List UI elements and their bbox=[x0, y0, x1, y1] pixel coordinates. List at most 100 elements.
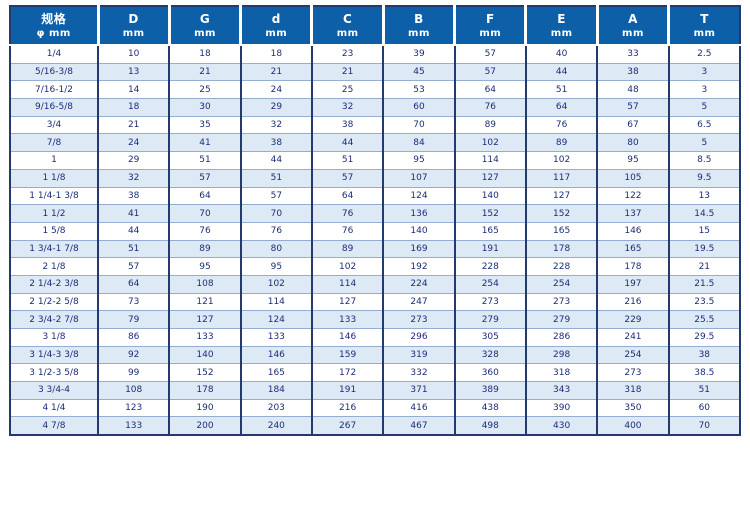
value-cell-C: 32 bbox=[310, 98, 384, 117]
value-cell-A: 400 bbox=[596, 416, 669, 436]
value-cell-D: 10 bbox=[96, 45, 170, 64]
col-header-d: d mm bbox=[239, 6, 312, 46]
value-cell-B: 95 bbox=[382, 151, 455, 170]
table-row: 1/4 10 18 18 23 39 57 40 33 2.5 bbox=[10, 45, 740, 64]
spec-cell: 1 5/8 bbox=[10, 221, 98, 241]
value-cell-A: 178 bbox=[596, 257, 669, 276]
value-cell-E: 178 bbox=[524, 239, 598, 258]
value-cell-G: 18 bbox=[168, 45, 241, 64]
value-cell-d: 18 bbox=[239, 45, 312, 64]
value-cell-A: 122 bbox=[596, 186, 669, 205]
value-cell-F: 152 bbox=[453, 204, 526, 223]
table-row: 3 1/4-3 3/8 92 140 146 159 319 328 298 254 38 bbox=[10, 345, 740, 364]
value-cell-T: 21 bbox=[667, 257, 740, 276]
value-cell-T: 60 bbox=[667, 398, 740, 417]
value-cell-E: 152 bbox=[524, 204, 598, 223]
value-cell-A: 38 bbox=[596, 62, 669, 81]
value-cell-d: 114 bbox=[239, 292, 312, 311]
spec-cell: 1/4 bbox=[10, 45, 98, 64]
value-cell-D: 41 bbox=[96, 204, 170, 223]
value-cell-T: 3 bbox=[667, 80, 740, 99]
value-cell-T: 38 bbox=[667, 345, 740, 364]
value-cell-C: 57 bbox=[310, 168, 384, 187]
value-cell-B: 39 bbox=[382, 45, 455, 64]
col-header-unit: mm bbox=[479, 27, 502, 39]
table-row: 7/16-1/2 14 25 24 25 53 64 51 48 3 bbox=[10, 80, 740, 99]
value-cell-D: 44 bbox=[96, 221, 170, 241]
value-cell-C: 127 bbox=[310, 292, 384, 311]
value-cell-d: 29 bbox=[239, 98, 312, 117]
value-cell-B: 467 bbox=[382, 416, 455, 436]
value-cell-B: 247 bbox=[382, 292, 455, 311]
value-cell-T: 3 bbox=[667, 62, 740, 81]
value-cell-d: 44 bbox=[239, 151, 312, 170]
value-cell-B: 192 bbox=[382, 257, 455, 276]
value-cell-F: 228 bbox=[453, 257, 526, 276]
value-cell-F: 279 bbox=[453, 310, 526, 329]
col-header-spec: 规格 φ mm bbox=[10, 6, 98, 46]
value-cell-C: 216 bbox=[310, 398, 384, 417]
value-cell-C: 23 bbox=[310, 45, 384, 64]
value-cell-C: 89 bbox=[310, 239, 384, 258]
value-cell-G: 64 bbox=[168, 186, 241, 205]
col-header-label: d bbox=[271, 11, 281, 26]
value-cell-d: 184 bbox=[239, 381, 312, 400]
value-cell-F: 114 bbox=[453, 151, 526, 170]
value-cell-D: 123 bbox=[96, 398, 170, 417]
spec-cell: 4 7/8 bbox=[10, 416, 98, 436]
table-row: 2 1/4-2 3/8 64 108 102 114 224 254 254 197 21.5 bbox=[10, 274, 740, 294]
value-cell-D: 29 bbox=[96, 151, 170, 170]
value-cell-B: 296 bbox=[382, 328, 455, 347]
value-cell-F: 57 bbox=[453, 45, 526, 64]
value-cell-F: 165 bbox=[453, 221, 526, 241]
value-cell-D: 73 bbox=[96, 292, 170, 311]
value-cell-A: 95 bbox=[596, 151, 669, 170]
value-cell-B: 84 bbox=[382, 133, 455, 152]
value-cell-G: 25 bbox=[168, 80, 241, 99]
value-cell-B: 371 bbox=[382, 381, 455, 400]
value-cell-A: 254 bbox=[596, 345, 669, 364]
value-cell-B: 332 bbox=[382, 363, 455, 382]
col-header-label: E bbox=[557, 11, 566, 26]
table-row: 3 1/2-3 5/8 99 152 165 172 332 360 318 273 38.5 bbox=[10, 363, 740, 382]
value-cell-G: 57 bbox=[168, 168, 241, 187]
table-row: 2 1/8 57 95 95 102 192 228 228 178 21 bbox=[10, 257, 740, 276]
value-cell-D: 133 bbox=[96, 416, 170, 436]
value-cell-T: 70 bbox=[667, 416, 740, 436]
value-cell-C: 191 bbox=[310, 381, 384, 400]
value-cell-d: 32 bbox=[239, 115, 312, 134]
value-cell-A: 350 bbox=[596, 398, 669, 417]
col-header-unit: mm bbox=[194, 27, 216, 39]
value-cell-d: 21 bbox=[239, 62, 312, 81]
value-cell-G: 127 bbox=[168, 310, 241, 329]
value-cell-G: 35 bbox=[168, 115, 241, 134]
value-cell-E: 273 bbox=[524, 292, 598, 311]
col-header-unit: mm bbox=[265, 27, 288, 39]
value-cell-d: 95 bbox=[239, 257, 312, 276]
value-cell-D: 13 bbox=[96, 62, 170, 81]
value-cell-F: 191 bbox=[453, 239, 526, 258]
value-cell-C: 76 bbox=[310, 204, 384, 223]
spec-cell: 2 1/4-2 3/8 bbox=[10, 274, 98, 294]
value-cell-d: 51 bbox=[239, 168, 312, 187]
value-cell-T: 38.5 bbox=[667, 363, 740, 382]
value-cell-E: 318 bbox=[524, 363, 598, 382]
value-cell-d: 124 bbox=[239, 310, 312, 329]
table-body: 1/4 10 18 18 23 39 57 40 33 2.5 5/16-3/8 13 21 21 21 45… bbox=[10, 45, 740, 436]
col-header-label: A bbox=[628, 11, 638, 26]
value-cell-D: 64 bbox=[96, 274, 170, 294]
value-cell-T: 15 bbox=[667, 221, 740, 241]
value-cell-T: 14.5 bbox=[667, 204, 740, 223]
spec-cell: 3/4 bbox=[10, 115, 98, 134]
value-cell-T: 51 bbox=[667, 381, 740, 400]
value-cell-G: 95 bbox=[168, 257, 241, 276]
table-row: 1 5/8 44 76 76 76 140 165 165 146 15 bbox=[10, 221, 740, 241]
value-cell-E: 165 bbox=[524, 221, 598, 241]
value-cell-d: 102 bbox=[239, 274, 312, 294]
value-cell-C: 76 bbox=[310, 221, 384, 241]
